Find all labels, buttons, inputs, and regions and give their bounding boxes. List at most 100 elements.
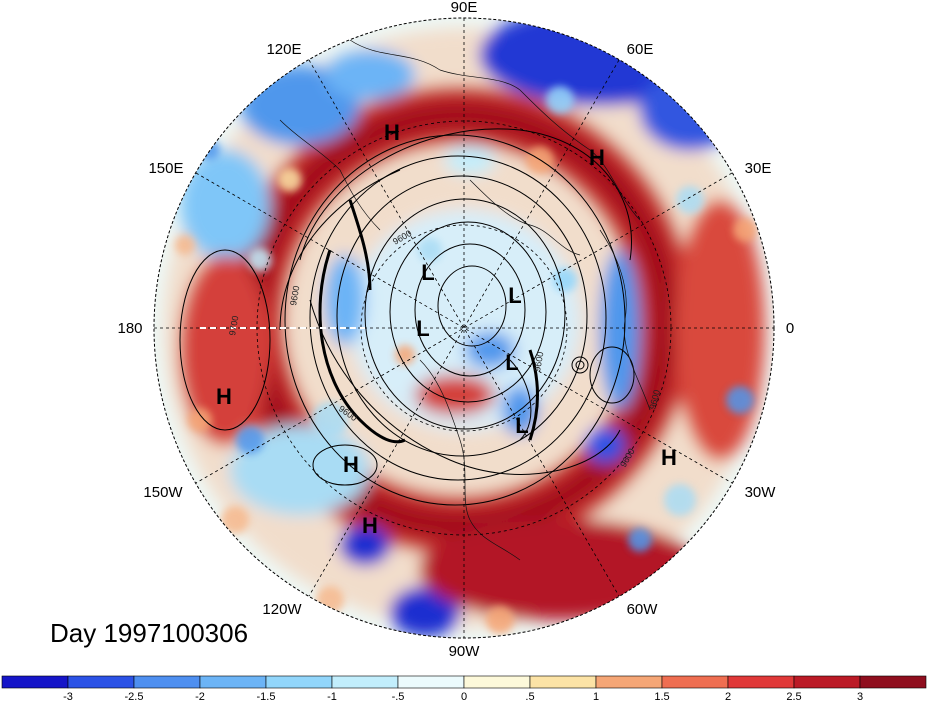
low-center: L [505, 350, 518, 375]
colorbar-tick-label: 1 [593, 691, 599, 702]
meridian-60e-120w [308, 59, 620, 597]
colorbar-tick-label: -3 [63, 691, 73, 702]
contour [414, 243, 526, 377]
anomaly-s-negative [390, 587, 460, 637]
anomaly-w-negative [180, 150, 270, 260]
high-center: H [384, 120, 400, 145]
anomaly-se-negative [585, 427, 625, 463]
contour-label: 9600 [288, 285, 301, 306]
pressure-centers: H H H H H H L L L L L [216, 120, 677, 538]
high-center: H [343, 452, 359, 477]
low-center: L [421, 260, 434, 285]
graticule [154, 18, 774, 638]
anomaly-interior-negative [325, 255, 365, 345]
colorbar-tick-label: 2 [725, 691, 731, 702]
colorbar-swatch [397, 675, 465, 689]
lon-label-60w: 60W [627, 601, 659, 618]
trough-lines [318, 199, 539, 444]
colorbar-tick-label: -2.5 [125, 691, 144, 702]
contour [589, 346, 635, 404]
high-center: H [216, 384, 232, 409]
trough-north [348, 199, 372, 291]
lon-label-30w: 30W [745, 484, 777, 501]
high-center: H [362, 513, 378, 538]
lon-label-60e: 60E [627, 41, 654, 58]
contour [312, 444, 378, 486]
map-disk [154, 18, 774, 638]
meridian-150e-30w [195, 172, 733, 484]
anomaly-ne-negative [480, 18, 720, 105]
trough-west [318, 249, 406, 444]
anomaly-north-pale [445, 146, 495, 174]
coastlines [279, 39, 651, 561]
map-border [153, 17, 775, 639]
anomaly-e-negative [600, 250, 640, 410]
colorbar-tick-label: -.5 [392, 691, 405, 702]
contour [437, 265, 507, 347]
contour [299, 128, 632, 261]
meridian-30e-150w [195, 172, 733, 484]
colorbar-swatch [199, 675, 267, 689]
colorbar-swatch [661, 675, 729, 689]
colorbar-swatch [67, 675, 135, 689]
colorbar-tick-label: 3 [857, 691, 863, 702]
lon-label-0: 0 [786, 320, 794, 337]
lon-label-90w: 90W [449, 643, 481, 660]
colorbar-swatch [595, 675, 663, 689]
colorbar-swatch [133, 675, 201, 689]
lon-label-150e: 150E [148, 160, 183, 177]
contour [336, 175, 588, 457]
longitude-labels: 90E 60E 30E 0 30W 60W 90W 120W 150W 180 … [117, 0, 794, 660]
anomaly-interior-positive [415, 375, 495, 415]
contour [309, 299, 621, 475]
anomaly-interior-negative-2 [465, 332, 515, 368]
colorbar-swatch [529, 675, 597, 689]
contour [509, 359, 532, 441]
parallel [256, 120, 672, 536]
meridian-120e-60w [308, 59, 620, 597]
colorbar-tick-label: -1.5 [257, 691, 276, 702]
contour [179, 249, 271, 431]
colorbar-tick-label: 2.5 [786, 691, 801, 702]
height-contours [179, 128, 635, 506]
anomaly-sw-negative [230, 425, 370, 515]
parallel [360, 224, 568, 432]
lon-label-90e: 90E [451, 0, 478, 16]
contour [279, 169, 401, 331]
colorbar-swatch [859, 675, 927, 689]
colorbar-swatch [331, 675, 399, 689]
contour [575, 360, 585, 370]
colorbar-tick-label: -2 [195, 691, 205, 702]
lon-label-180: 180 [117, 320, 142, 337]
contour [571, 356, 589, 374]
map-title: Day 1997100306 [50, 618, 249, 648]
anomaly-nw-negative-2 [325, 50, 415, 100]
coastline [349, 39, 641, 221]
anomaly-ne-negative-2 [640, 70, 740, 150]
high-center: H [661, 445, 677, 470]
anomaly-field [164, 18, 765, 637]
colorbar-swatch [265, 675, 333, 689]
lon-label-150w: 150W [143, 484, 183, 501]
contour-label: 9600 [532, 351, 545, 372]
colorbar-tick-label: -1 [327, 691, 337, 702]
trough-east [528, 349, 539, 441]
contour [364, 198, 566, 430]
colorbar-swatch [1, 675, 69, 689]
lon-label-120w: 120W [262, 601, 302, 618]
anomaly-interior-pale [350, 210, 580, 430]
coastline [599, 229, 651, 411]
coastline [279, 119, 381, 231]
low-center: L [508, 283, 521, 308]
colorbar-swatch [793, 675, 861, 689]
contour-label: 9700 [227, 315, 240, 336]
colorbar: -3 -2.5 -2 -1.5 -1 -.5 0 .5 1 1.5 2 2.5 3 [1, 675, 927, 702]
colorbar-swatch [463, 675, 531, 689]
contour [389, 221, 547, 403]
anomaly-sw-negative-2 [340, 525, 390, 565]
contour [309, 155, 607, 481]
low-center: L [416, 316, 429, 341]
colorbar-tick-label: 0 [461, 691, 467, 702]
low-center: L [515, 413, 528, 438]
